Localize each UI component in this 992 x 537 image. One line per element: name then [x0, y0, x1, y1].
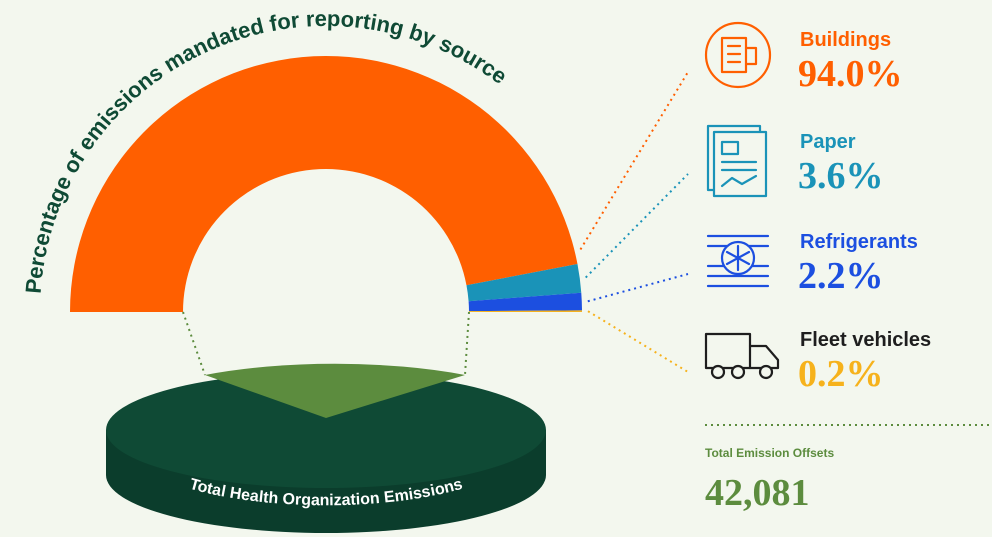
value-label: 3.6%: [798, 155, 884, 197]
value-label: 94.0%: [798, 53, 903, 95]
slices: [70, 56, 582, 313]
refrigerants-icon: [706, 234, 770, 288]
slice: [468, 310, 582, 312]
offsets-value: 42,081: [705, 472, 810, 514]
offsets-label: Total Emission Offsets: [705, 446, 834, 460]
connector: [464, 311, 470, 376]
legend-label: Paper: [800, 131, 856, 153]
legend-label: Buildings: [800, 29, 891, 51]
paper-icon: [706, 124, 768, 198]
pie-top: [106, 372, 546, 488]
value-label: 2.2%: [798, 255, 884, 297]
fleet-icon: [704, 332, 780, 380]
connector: [182, 311, 206, 376]
connector: [579, 71, 689, 251]
slice: [468, 292, 582, 312]
buildings-icon: [704, 21, 772, 89]
slice: [70, 56, 578, 313]
connector: [585, 173, 689, 279]
slice: [466, 264, 582, 302]
value-label: 0.2%: [798, 353, 884, 395]
base-pie: Total Health Organization Emissions: [106, 311, 546, 533]
pie-slice: [205, 363, 465, 418]
connector: [587, 310, 689, 373]
connector: [587, 273, 689, 303]
legend-label: Refrigerants: [800, 231, 918, 253]
legend-label: Fleet vehicles: [800, 329, 931, 351]
